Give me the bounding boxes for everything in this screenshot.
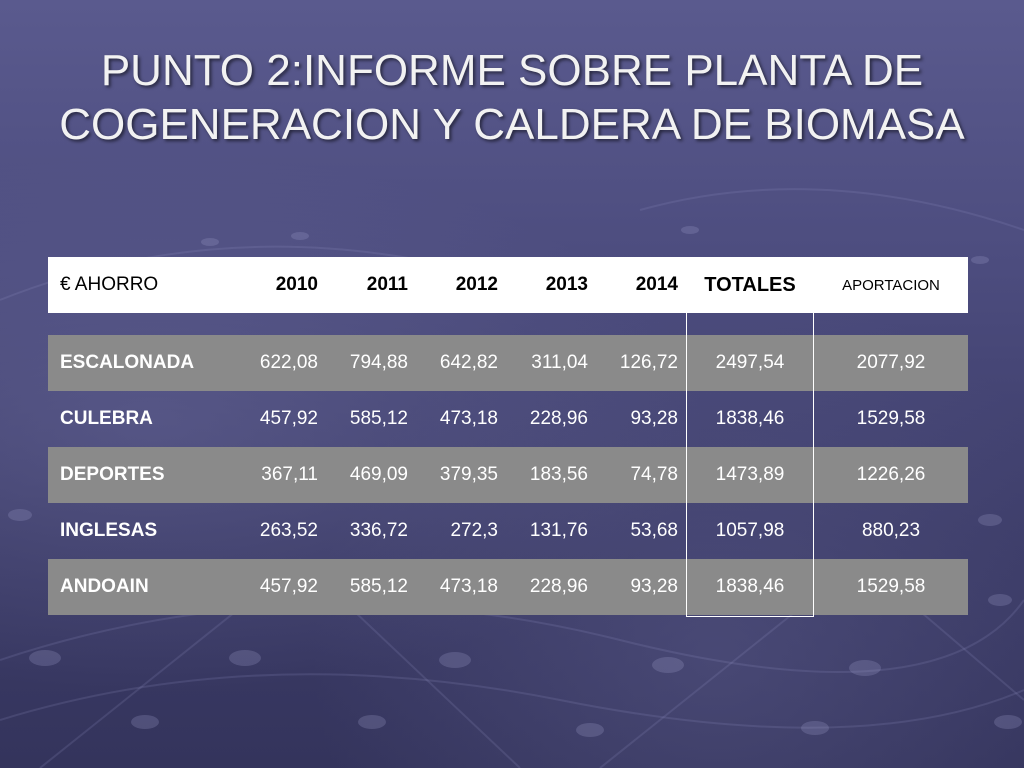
cell-aportacion: 1529,58 xyxy=(856,408,926,429)
header-2012: 2012 xyxy=(416,257,506,313)
row-name: INGLESAS xyxy=(60,520,158,541)
cell-2012: 473,18 xyxy=(416,559,506,615)
cell-2011: 469,09 xyxy=(326,447,416,503)
savings-table: € AHORRO 2010 2011 2012 2013 2014 TOTALE… xyxy=(48,257,968,615)
row-name: ESCALONADA xyxy=(48,335,236,391)
cell-2011: 336,72 xyxy=(349,520,408,541)
cell-2014: 93,28 xyxy=(596,559,686,615)
cell-total: 1473,89 xyxy=(686,447,814,503)
cell-2011: 585,12 xyxy=(326,559,416,615)
cell-2012: 473,18 xyxy=(439,408,498,429)
slide-title: PUNTO 2:INFORME SOBRE PLANTA DE COGENERA… xyxy=(0,44,1024,152)
row-name: DEPORTES xyxy=(48,447,236,503)
cell-2010: 457,92 xyxy=(236,559,326,615)
cell-2014: 126,72 xyxy=(596,335,686,391)
table-spacer xyxy=(48,313,968,335)
header-2011: 2011 xyxy=(326,257,416,313)
cell-total: 1057,98 xyxy=(715,520,785,541)
cell-2013: 131,76 xyxy=(529,520,588,541)
table-row: ESCALONADA 622,08 794,88 642,82 311,04 1… xyxy=(48,335,968,391)
table-row: DEPORTES 367,11 469,09 379,35 183,56 74,… xyxy=(48,447,968,503)
cell-2013: 228,96 xyxy=(506,559,596,615)
cell-2013: 311,04 xyxy=(506,335,596,391)
cell-aportacion: 1529,58 xyxy=(814,559,968,615)
cell-2010: 263,52 xyxy=(259,520,318,541)
cell-total: 1838,46 xyxy=(715,408,785,429)
row-name: ANDOAIN xyxy=(48,559,236,615)
cell-2011: 794,88 xyxy=(326,335,416,391)
slide-title-line-2: COGENERACION Y CALDERA DE BIOMASA xyxy=(59,100,965,149)
header-ahorro: € AHORRO xyxy=(48,257,236,313)
cell-total: 2497,54 xyxy=(686,335,814,391)
cell-aportacion: 1226,26 xyxy=(814,447,968,503)
cell-aportacion: 2077,92 xyxy=(814,335,968,391)
cell-2014: 53,68 xyxy=(630,520,678,541)
header-2014: 2014 xyxy=(596,257,686,313)
cell-2010: 457,92 xyxy=(259,408,318,429)
header-totales: TOTALES xyxy=(686,257,814,313)
header-2013: 2013 xyxy=(506,257,596,313)
slide-title-line-1: PUNTO 2:INFORME SOBRE PLANTA DE xyxy=(100,46,924,95)
cell-2011: 585,12 xyxy=(349,408,408,429)
cell-2014: 93,28 xyxy=(630,408,678,429)
cell-total: 1838,46 xyxy=(686,559,814,615)
cell-2013: 228,96 xyxy=(529,408,588,429)
savings-table-container: € AHORRO 2010 2011 2012 2013 2014 TOTALE… xyxy=(48,257,968,617)
cell-2010: 367,11 xyxy=(236,447,326,503)
cell-2012: 379,35 xyxy=(416,447,506,503)
table-row: ANDOAIN 457,92 585,12 473,18 228,96 93,2… xyxy=(48,559,968,615)
cell-2012: 272,3 xyxy=(450,520,498,541)
cell-2013: 183,56 xyxy=(506,447,596,503)
table-header-row: € AHORRO 2010 2011 2012 2013 2014 TOTALE… xyxy=(48,257,968,313)
cell-2012: 642,82 xyxy=(416,335,506,391)
table-row: INGLESAS 263,52 336,72 272,3 131,76 53,6… xyxy=(48,503,968,559)
cell-aportacion: 880,23 xyxy=(861,520,921,541)
row-name: CULEBRA xyxy=(60,408,153,429)
header-2010: 2010 xyxy=(236,257,326,313)
header-aportacion: APORTACION xyxy=(814,257,968,313)
cell-2010: 622,08 xyxy=(236,335,326,391)
table-row: CULEBRA 457,92 585,12 473,18 228,96 93,2… xyxy=(48,391,968,447)
cell-2014: 74,78 xyxy=(596,447,686,503)
